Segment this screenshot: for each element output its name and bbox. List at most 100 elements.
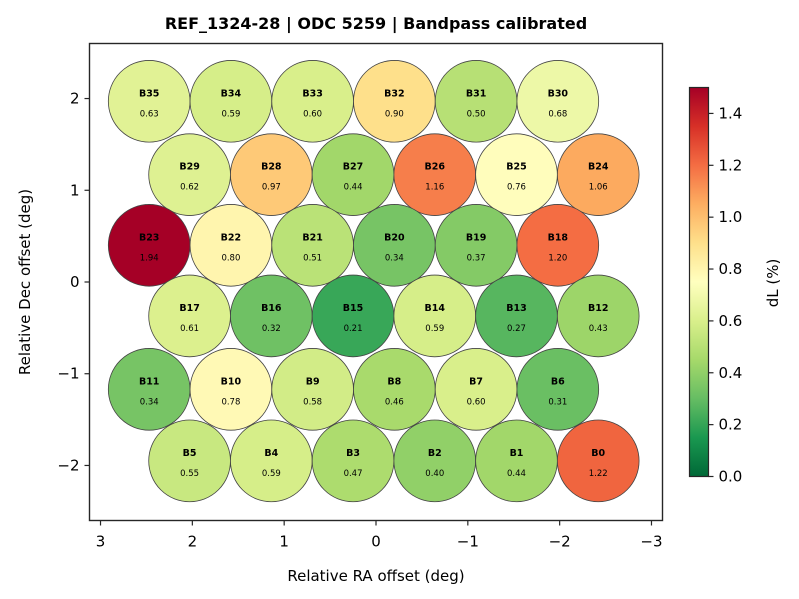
- beam-value: 0.90: [385, 109, 404, 119]
- x-tick-label: 3: [96, 533, 106, 551]
- beam-b35: B35 0.63: [107, 60, 191, 143]
- beam-label: B1: [510, 448, 524, 459]
- beam-label: B25: [506, 162, 526, 173]
- beam-label: B10: [221, 376, 242, 387]
- y-axis-label: Relative Dec offset (deg): [16, 189, 34, 375]
- beam-value: 0.34: [385, 253, 404, 263]
- beam-label: B8: [387, 376, 401, 387]
- beam-circle: [475, 133, 558, 216]
- beam-value: 0.76: [507, 183, 526, 193]
- beam-label: B4: [264, 448, 278, 459]
- beam-circle: [475, 274, 558, 358]
- beam-label: B27: [343, 162, 363, 173]
- beam-circle: [189, 60, 273, 143]
- beam-value: 1.16: [425, 183, 444, 193]
- beam-circle: [148, 274, 231, 358]
- beam-label: B14: [425, 303, 446, 314]
- beam-b20: B20 0.34: [353, 204, 436, 287]
- colorbar-gradient: [688, 86, 710, 478]
- beam-label: B32: [384, 88, 404, 99]
- y-axis-ticks: 2 1 0 −1 −2: [57, 90, 90, 474]
- beam-b4: B4 0.59: [230, 419, 313, 503]
- beam-circle: [271, 60, 354, 143]
- beam-b32: B32 0.90: [353, 60, 436, 143]
- beam-b31: B31 0.50: [434, 60, 518, 143]
- beam-circle: [516, 348, 600, 431]
- beam-circle: [434, 348, 518, 431]
- beam-label: B15: [343, 303, 363, 314]
- beam-b29: B29 0.62: [148, 133, 231, 216]
- beam-value: 1.20: [548, 253, 567, 263]
- y-tick-label: −2: [57, 456, 79, 474]
- beam-b17: B17 0.61: [148, 274, 231, 358]
- beam-circle: [271, 204, 354, 287]
- beam-b19: B19 0.37: [434, 204, 518, 287]
- beam-b26: B26 1.16: [393, 133, 477, 216]
- beam-value: 0.50: [467, 109, 486, 119]
- colorbar-tick-label: 1.4: [719, 104, 743, 122]
- beam-b15: B15 0.21: [311, 274, 395, 358]
- beam-circle: [230, 133, 313, 216]
- beam-b16: B16 0.32: [230, 274, 313, 358]
- beam-circle: [311, 133, 395, 216]
- x-tick-label: 2: [188, 533, 198, 551]
- beam-b10: B10 0.78: [189, 348, 273, 431]
- beam-circle: [475, 419, 558, 503]
- beam-label: B2: [428, 448, 442, 459]
- beam-value: 0.78: [221, 397, 240, 407]
- beam-label: B17: [179, 303, 199, 314]
- beam-circle: [556, 133, 640, 216]
- beam-label: B19: [466, 232, 486, 243]
- beam-circle: [311, 419, 395, 503]
- beam-label: B23: [139, 232, 159, 243]
- beam-circle: [556, 419, 640, 503]
- beam-b23: B23 1.94: [107, 204, 191, 287]
- y-tick-label: 0: [70, 273, 80, 291]
- beam-value: 0.31: [548, 397, 567, 407]
- beam-value: 0.55: [180, 469, 199, 479]
- beam-value: 0.47: [344, 469, 363, 479]
- beam-value: 0.40: [425, 469, 444, 479]
- colorbar-tick-label: 0.6: [719, 312, 743, 330]
- colorbar-tick-label: 0.8: [719, 260, 743, 278]
- beam-circle: [393, 274, 477, 358]
- beam-label: B30: [548, 88, 569, 99]
- beam-label: B28: [261, 162, 282, 173]
- beam-circle: [189, 204, 273, 287]
- beam-label: B20: [384, 232, 405, 243]
- beam-label: B29: [179, 162, 199, 173]
- beam-value: 1.94: [140, 253, 159, 263]
- beam-label: B16: [261, 303, 282, 314]
- x-axis-ticks: 3 2 1 0 −1 −2 −3: [96, 520, 663, 551]
- beam-b33: B33 0.60: [271, 60, 354, 143]
- beam-b30: B30 0.68: [516, 60, 600, 143]
- beam-label: B3: [346, 448, 360, 459]
- beam-value: 0.59: [262, 469, 281, 479]
- x-tick-label: 0: [371, 533, 381, 551]
- beam-circle: [353, 348, 436, 431]
- beam-value: 0.37: [467, 253, 486, 263]
- beam-label: B33: [302, 88, 322, 99]
- beam-circle: [230, 419, 313, 503]
- beam-label: B22: [221, 232, 241, 243]
- colorbar-tick-label: 0.4: [719, 364, 743, 382]
- beam-label: B12: [588, 303, 608, 314]
- beam-b0: B0 1.22: [556, 419, 640, 503]
- beam-circle: [516, 204, 600, 287]
- beam-circle: [353, 204, 436, 287]
- x-tick-label: 1: [279, 533, 289, 551]
- colorbar-label: dL (%): [764, 259, 782, 308]
- beam-value: 0.68: [548, 109, 567, 119]
- y-tick-label: −1: [57, 365, 79, 383]
- x-tick-label: −1: [457, 533, 479, 551]
- colorbar-tick-label: 1.2: [719, 156, 743, 174]
- beam-b28: B28 0.97: [230, 133, 313, 216]
- beam-b7: B7 0.60: [434, 348, 518, 431]
- beam-b11: B11 0.34: [107, 348, 191, 431]
- beam-b25: B25 0.76: [475, 133, 558, 216]
- beam-circle: [148, 419, 231, 503]
- beam-circle: [107, 60, 191, 143]
- beam-circle: [556, 274, 640, 358]
- beam-value: 0.61: [180, 324, 199, 334]
- beam-b6: B6 0.31: [516, 348, 600, 431]
